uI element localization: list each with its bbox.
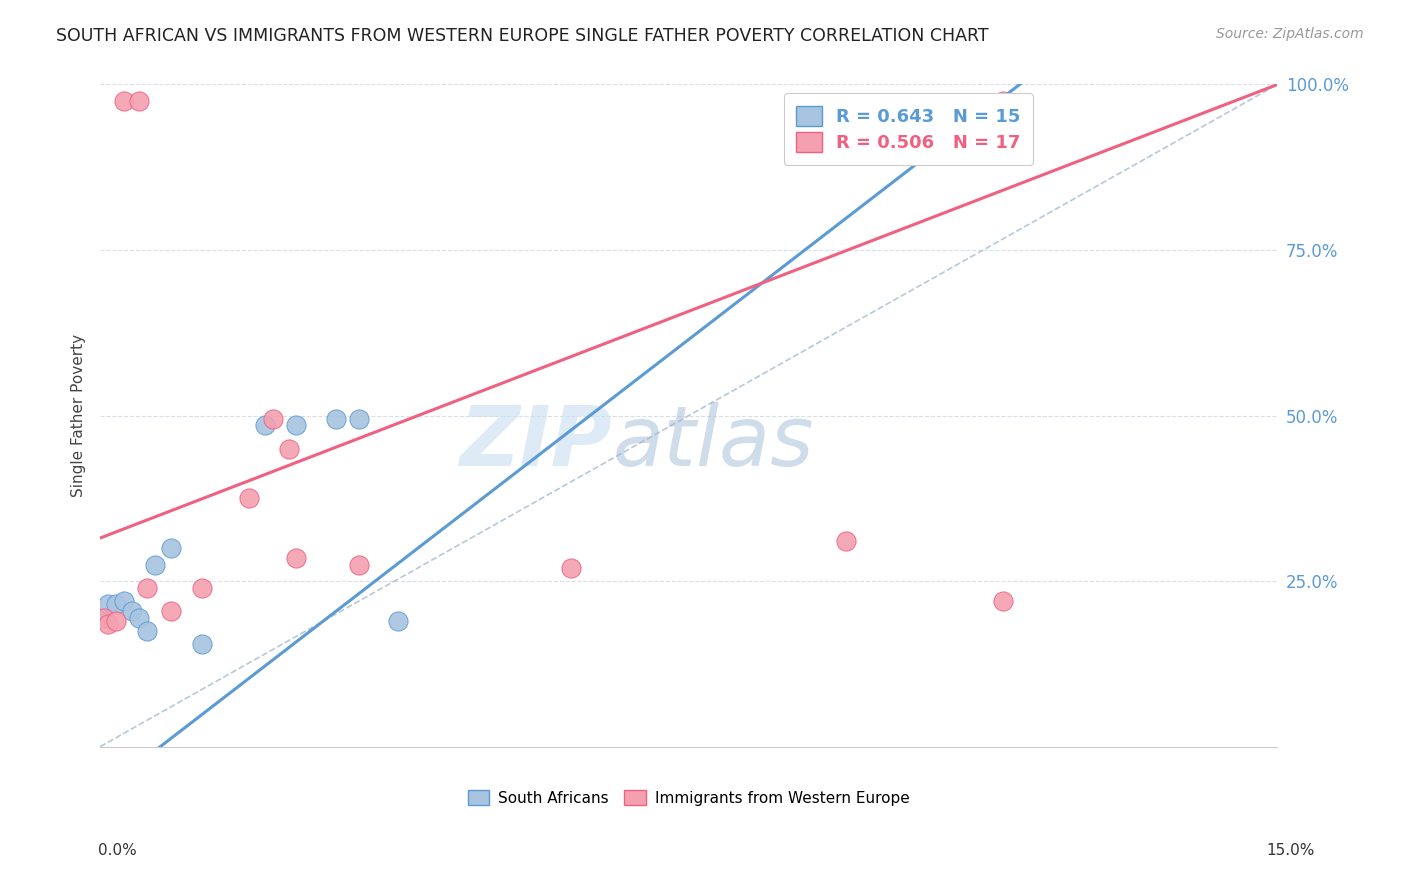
Point — [159, 541, 181, 555]
Point — [835, 534, 858, 549]
Point — [347, 558, 370, 572]
Point — [97, 597, 120, 611]
Text: SOUTH AFRICAN VS IMMIGRANTS FROM WESTERN EUROPE SINGLE FATHER POVERTY CORRELATIO: SOUTH AFRICAN VS IMMIGRANTS FROM WESTERN… — [56, 27, 988, 45]
Point — [560, 561, 582, 575]
Point — [191, 637, 214, 651]
Point — [104, 597, 127, 611]
Point — [387, 614, 409, 628]
Point — [285, 418, 308, 433]
Text: 0.0%: 0.0% — [98, 843, 138, 858]
Point — [128, 610, 150, 624]
Point — [238, 491, 260, 506]
Point — [143, 558, 166, 572]
Point — [93, 610, 115, 624]
Point — [128, 94, 150, 108]
Point — [277, 442, 299, 456]
Point — [991, 594, 1014, 608]
Point — [112, 94, 135, 108]
Point — [136, 624, 159, 638]
Point — [347, 412, 370, 426]
Point — [97, 617, 120, 632]
Y-axis label: Single Father Poverty: Single Father Poverty — [72, 334, 86, 497]
Text: 15.0%: 15.0% — [1267, 843, 1315, 858]
Legend: South Africans, Immigrants from Western Europe: South Africans, Immigrants from Western … — [461, 784, 915, 812]
Point — [159, 604, 181, 618]
Text: atlas: atlas — [612, 401, 814, 483]
Text: Source: ZipAtlas.com: Source: ZipAtlas.com — [1216, 27, 1364, 41]
Text: ZIP: ZIP — [460, 401, 612, 483]
Point — [136, 581, 159, 595]
Point — [112, 594, 135, 608]
Point — [262, 412, 284, 426]
Point — [104, 614, 127, 628]
Point — [253, 418, 276, 433]
Point — [93, 610, 115, 624]
Point — [285, 550, 308, 565]
Point — [325, 412, 347, 426]
Point — [121, 604, 143, 618]
Point — [191, 581, 214, 595]
Point — [991, 94, 1014, 108]
